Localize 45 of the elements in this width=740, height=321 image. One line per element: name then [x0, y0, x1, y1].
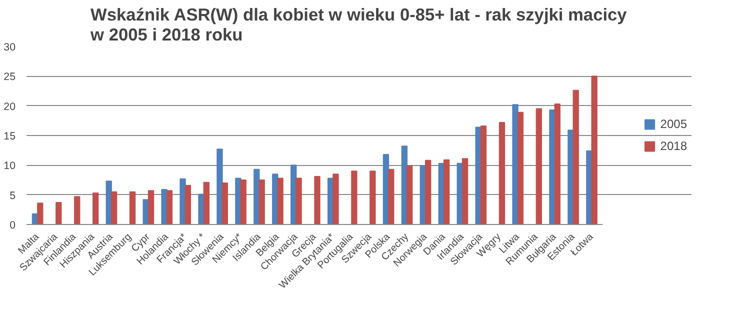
bar — [351, 170, 358, 224]
bar — [517, 112, 524, 224]
y-tick-label: 30 — [4, 42, 16, 54]
bar — [572, 90, 579, 224]
bar — [254, 168, 260, 224]
bar — [74, 196, 80, 224]
bar — [536, 108, 542, 224]
bar — [314, 176, 320, 224]
bar — [184, 184, 192, 224]
y-tick-label: 10 — [4, 160, 16, 172]
bar — [406, 165, 413, 224]
bar — [332, 174, 339, 224]
legend-label: 2005 — [660, 117, 687, 131]
bar — [498, 122, 506, 224]
bar — [56, 202, 62, 224]
bar — [166, 190, 173, 224]
bar — [296, 178, 302, 224]
bar — [216, 148, 223, 224]
bar — [425, 160, 432, 224]
bar — [277, 178, 284, 224]
bar — [591, 76, 598, 224]
y-tick-label: 5 — [10, 190, 16, 202]
bar — [92, 192, 99, 224]
bar — [222, 182, 228, 224]
bar — [180, 178, 186, 224]
y-tick-label: 25 — [4, 71, 16, 84]
bar — [37, 202, 44, 224]
legend-label: 2018 — [660, 139, 687, 153]
chart-title: Wskaźnik ASR(W) dla kobiet w wieku 0-85+ lat - rak szyjki macicy w 2005 i 2018 roku — [90, 4, 628, 44]
bar — [388, 168, 394, 224]
bar — [554, 104, 560, 224]
y-tick-label: 15 — [4, 130, 16, 142]
bar — [110, 191, 118, 224]
bar — [240, 180, 246, 224]
bar — [480, 126, 487, 224]
bar — [148, 190, 154, 224]
bar — [203, 182, 210, 224]
y-tick-label: 20 — [4, 100, 16, 113]
bar — [512, 104, 518, 224]
bar — [462, 158, 468, 224]
bar — [370, 170, 376, 224]
bar — [258, 180, 265, 224]
y-tick-label: 0 — [10, 220, 16, 232]
bar — [443, 159, 450, 224]
bar — [129, 191, 136, 224]
